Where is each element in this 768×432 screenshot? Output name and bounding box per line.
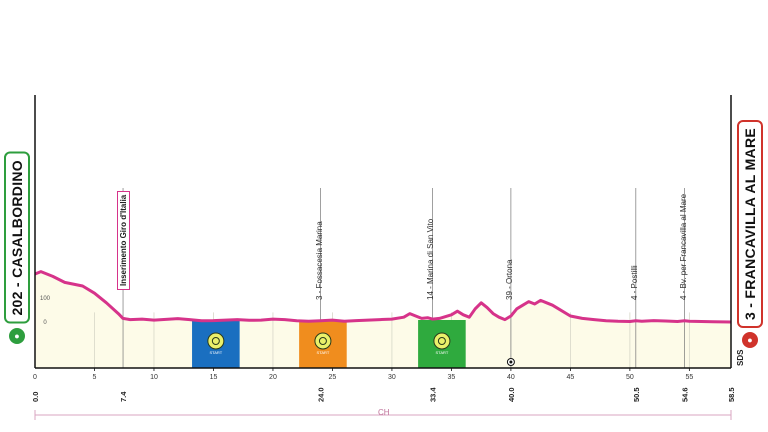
x-tick-label: 15 [210, 374, 218, 381]
segment-label: START [317, 350, 330, 355]
x-tick-label: 40 [507, 374, 515, 381]
profile-line-layer [34, 270, 732, 324]
waypoint-label: 3 - Fossacesia Marina [314, 221, 324, 300]
segment-label: START [209, 350, 222, 355]
waypoint-label: 4 - Postilli [629, 265, 639, 300]
finish-label: 3 - FRANCAVILLA AL MARE [737, 120, 763, 329]
stopwatch-icon [207, 332, 225, 350]
km-label: 54.6 [681, 387, 690, 402]
altitude-tick-label: 100 [40, 296, 51, 302]
km-label: 58.5 [727, 387, 736, 402]
km-label: 7.4 [119, 391, 128, 402]
x-tick-label: 10 [150, 374, 158, 381]
stopwatch-face [318, 337, 327, 345]
bicycle-icon: ● [9, 327, 25, 344]
profile-line [34, 270, 732, 324]
finish-marker: 3 - FRANCAVILLA AL MARE ● [737, 120, 763, 349]
km-label: 24.0 [317, 387, 326, 402]
axis-layer: 100 0 5 10 15 20 25 30 35 40 45 50 55 0 0.0 7.4 24.0 33.4… [31, 95, 736, 420]
stopwatch-face [437, 337, 446, 345]
start-label: 202 - CASALBORDINO [4, 152, 30, 324]
x-tick-label: 25 [329, 374, 337, 381]
x-tick-label: 45 [566, 374, 574, 381]
km-label: 50.5 [632, 387, 641, 402]
waypoint-label: 14 - Marina di San Vito [426, 218, 436, 300]
stopwatch-icon [314, 332, 332, 350]
segment-layer: START START START [192, 320, 466, 368]
stopwatch-face [211, 337, 220, 345]
segment-label: START [436, 350, 449, 355]
region-label: CH [378, 408, 390, 417]
km-label: 40.0 [507, 387, 516, 402]
bicycle-icon: ● [742, 332, 758, 349]
sds-label: SDS [736, 349, 745, 366]
waypoint-label: 4 - Bv. per Francavilla al Mare [678, 193, 688, 300]
x-tick-label: 20 [269, 374, 277, 381]
x-tick-label: 30 [388, 374, 396, 381]
x-tick-label: 35 [448, 374, 456, 381]
start-marker: 202 - CASALBORDINO ● [4, 152, 30, 344]
x-tick-label: 55 [685, 374, 693, 381]
altitude-tick-label: 0 [43, 320, 47, 326]
x-tick-label: 0 [33, 374, 37, 381]
x-tick-label: 5 [93, 374, 97, 381]
waypoint-label: Inserimento Giro d'Italia [117, 190, 131, 290]
km-label: 0.0 [31, 392, 40, 402]
waypoint-label: 39 - Ortona [504, 259, 514, 300]
km-label: 33.4 [428, 387, 437, 402]
sprint-marker-dot [509, 360, 513, 364]
stopwatch-icon [433, 332, 451, 350]
x-tick-label: 50 [626, 374, 634, 381]
